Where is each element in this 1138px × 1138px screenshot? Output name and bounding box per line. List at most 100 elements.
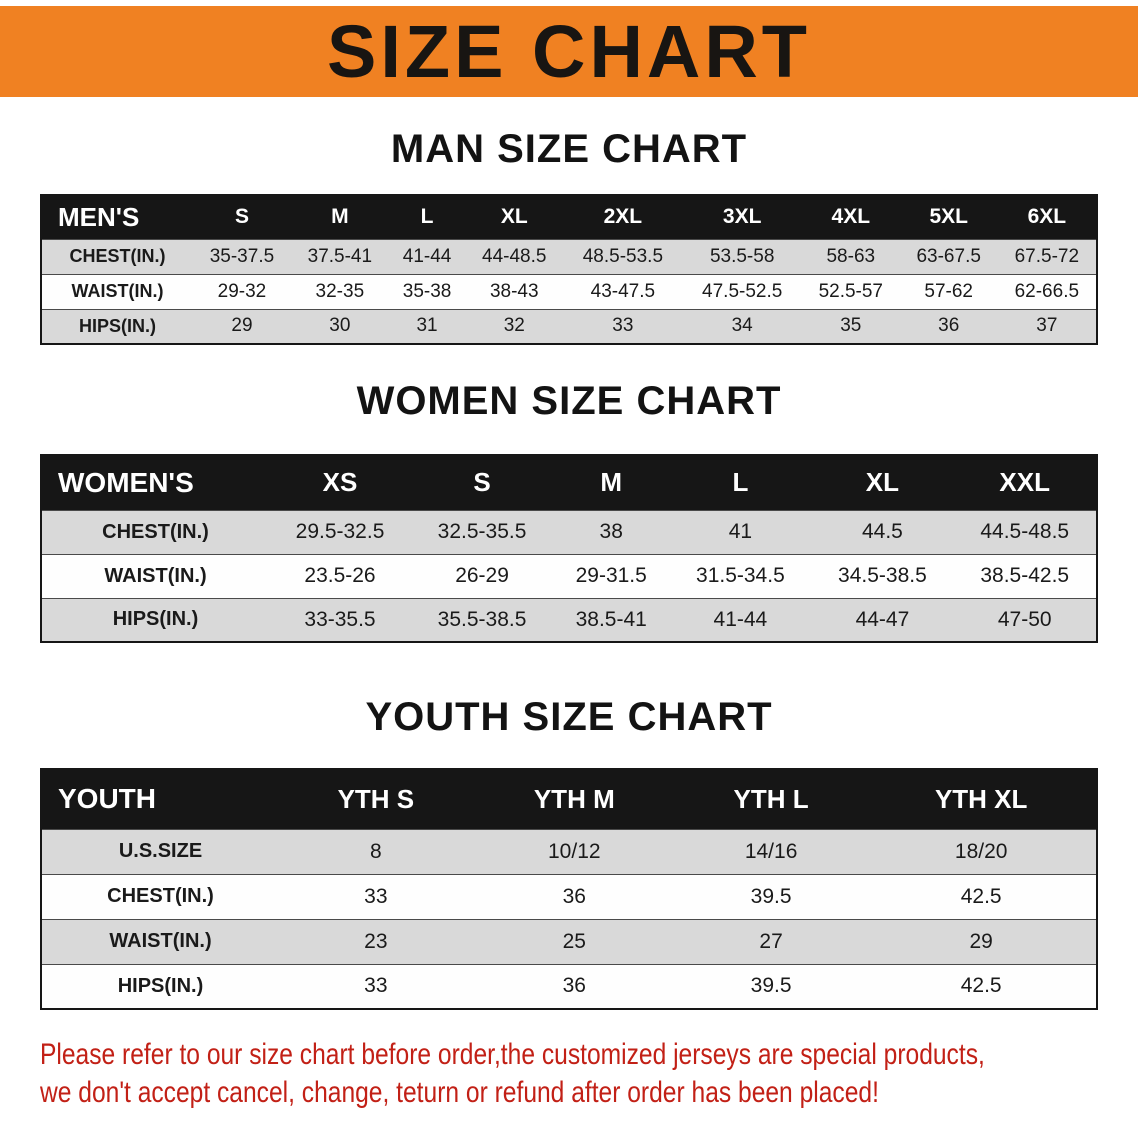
size-cell: 32.5-35.5 bbox=[411, 509, 554, 554]
size-cell: 41 bbox=[669, 509, 812, 554]
size-cell: 36 bbox=[472, 963, 676, 1009]
size-column-header: 5XL bbox=[899, 195, 998, 239]
size-cell: 29-32 bbox=[193, 273, 291, 309]
row-label: HIPS(IN.) bbox=[41, 963, 279, 1009]
size-cell: 44.5 bbox=[811, 509, 954, 554]
size-cell: 34 bbox=[682, 308, 802, 344]
youth-size-table-container: YOUTH YTH S YTH M YTH L YTH XL U.S.SIZE 8 10/12… bbox=[0, 768, 1138, 1010]
size-column-header: S bbox=[193, 195, 291, 239]
size-cell: 36 bbox=[472, 873, 676, 919]
size-cell: 29 bbox=[193, 308, 291, 344]
size-column-header: 6XL bbox=[997, 195, 1097, 239]
banner: SIZE CHART bbox=[0, 6, 1138, 97]
table-row: WAIST(IN.) 29-32 32-35 35-38 38-43 43-47.5 47.… bbox=[41, 273, 1097, 309]
men-section-heading: MAN SIZE CHART bbox=[390, 127, 748, 171]
size-cell: 53.5-58 bbox=[682, 238, 802, 274]
size-cell: 39.5 bbox=[675, 873, 867, 919]
size-cell: 63-67.5 bbox=[899, 238, 998, 274]
table-row: CHEST(IN.) 29.5-32.5 32.5-35.5 38 41 44.5 44.5… bbox=[41, 509, 1097, 554]
size-cell: 58-63 bbox=[801, 238, 900, 274]
size-cell: 32-35 bbox=[290, 273, 389, 309]
size-cell: 33 bbox=[563, 308, 683, 344]
row-label: WAIST(IN.) bbox=[41, 273, 193, 309]
size-cell: 57-62 bbox=[899, 273, 998, 309]
size-cell: 18/20 bbox=[866, 828, 1097, 874]
row-label: HIPS(IN.) bbox=[41, 308, 193, 344]
table-row: WAIST(IN.) 23 25 27 29 bbox=[41, 918, 1097, 964]
size-cell: 67.5-72 bbox=[997, 238, 1097, 274]
size-cell: 44-47 bbox=[811, 597, 954, 642]
size-cell: 44.5-48.5 bbox=[953, 509, 1097, 554]
size-cell: 43-47.5 bbox=[563, 273, 683, 309]
size-cell: 47-50 bbox=[953, 597, 1097, 642]
men-size-table: MEN'S S M L XL 2XL 3XL 4XL 5XL 6XL CHEST(IN.) 35-37… bbox=[40, 194, 1098, 345]
size-cell: 41-44 bbox=[669, 597, 812, 642]
row-label: HIPS(IN.) bbox=[41, 597, 269, 642]
size-cell: 35.5-38.5 bbox=[411, 597, 554, 642]
size-column-header: YTH L bbox=[675, 769, 867, 829]
row-label: U.S.SIZE bbox=[41, 828, 279, 874]
size-cell: 42.5 bbox=[866, 963, 1097, 1009]
table-row: CHEST(IN.) 35-37.5 37.5-41 41-44 44-48.5 48.5… bbox=[41, 238, 1097, 274]
size-cell: 42.5 bbox=[866, 873, 1097, 919]
size-column-header: M bbox=[553, 455, 670, 510]
size-cell: 38.5-42.5 bbox=[953, 553, 1097, 598]
size-cell: 35-37.5 bbox=[193, 238, 291, 274]
men-size-table-container: MEN'S S M L XL 2XL 3XL 4XL 5XL 6XL CHEST(IN.) 35-37… bbox=[0, 194, 1138, 345]
size-column-header: 3XL bbox=[682, 195, 802, 239]
size-cell: 10/12 bbox=[472, 828, 676, 874]
size-cell: 26-29 bbox=[411, 553, 554, 598]
table-row: U.S.SIZE 8 10/12 14/16 18/20 bbox=[41, 828, 1097, 874]
size-cell: 33-35.5 bbox=[269, 597, 412, 642]
size-cell: 29-31.5 bbox=[553, 553, 670, 598]
size-column-header: YTH M bbox=[472, 769, 676, 829]
size-cell: 37.5-41 bbox=[290, 238, 389, 274]
table-row: CHEST(IN.) 33 36 39.5 42.5 bbox=[41, 873, 1097, 919]
youth-table-label: YOUTH bbox=[41, 769, 279, 829]
size-cell: 30 bbox=[290, 308, 389, 344]
size-column-header: 2XL bbox=[563, 195, 683, 239]
table-row: HIPS(IN.) 33 36 39.5 42.5 bbox=[41, 963, 1097, 1009]
size-column-header: XL bbox=[811, 455, 954, 510]
size-cell: 48.5-53.5 bbox=[563, 238, 683, 274]
size-cell: 38.5-41 bbox=[553, 597, 670, 642]
size-cell: 23 bbox=[279, 918, 473, 964]
size-cell: 8 bbox=[279, 828, 473, 874]
table-header-row: YOUTH YTH S YTH M YTH L YTH XL bbox=[41, 769, 1097, 829]
size-cell: 33 bbox=[279, 963, 473, 1009]
row-label: CHEST(IN.) bbox=[41, 509, 269, 554]
table-row: HIPS(IN.) 29 30 31 32 33 34 35 36 37 bbox=[41, 308, 1097, 344]
size-cell: 35 bbox=[801, 308, 900, 344]
table-header-row: WOMEN'S XS S M L XL XXL bbox=[41, 455, 1097, 510]
size-column-header: YTH XL bbox=[866, 769, 1097, 829]
youth-size-table: YOUTH YTH S YTH M YTH L YTH XL U.S.SIZE 8 10/12… bbox=[40, 768, 1098, 1010]
size-column-header: L bbox=[388, 195, 466, 239]
row-label: WAIST(IN.) bbox=[41, 918, 279, 964]
size-column-header: S bbox=[411, 455, 554, 510]
youth-section-heading: YOUTH SIZE CHART bbox=[365, 695, 773, 739]
size-cell: 35-38 bbox=[388, 273, 466, 309]
size-cell: 39.5 bbox=[675, 963, 867, 1009]
size-cell: 23.5-26 bbox=[269, 553, 412, 598]
size-column-header: XXL bbox=[953, 455, 1097, 510]
size-cell: 25 bbox=[472, 918, 676, 964]
row-label: CHEST(IN.) bbox=[41, 873, 279, 919]
size-cell: 31 bbox=[388, 308, 466, 344]
size-cell: 29.5-32.5 bbox=[269, 509, 412, 554]
size-cell: 29 bbox=[866, 918, 1097, 964]
disclaimer-line-1: Please refer to our size chart before or… bbox=[40, 1038, 985, 1071]
size-cell: 47.5-52.5 bbox=[682, 273, 802, 309]
size-cell: 41-44 bbox=[388, 238, 466, 274]
size-column-header: 4XL bbox=[801, 195, 900, 239]
size-cell: 34.5-38.5 bbox=[811, 553, 954, 598]
women-table-label: WOMEN'S bbox=[41, 455, 269, 510]
table-row: WAIST(IN.) 23.5-26 26-29 29-31.5 31.5-34.5 34… bbox=[41, 553, 1097, 598]
women-section-heading: WOMEN SIZE CHART bbox=[356, 379, 782, 423]
size-cell: 62-66.5 bbox=[997, 273, 1097, 309]
row-label: CHEST(IN.) bbox=[41, 238, 193, 274]
size-cell: 38-43 bbox=[465, 273, 564, 309]
women-size-table: WOMEN'S XS S M L XL XXL CHEST(IN.) 29.5-32.5 32.5… bbox=[40, 454, 1098, 643]
size-cell: 36 bbox=[899, 308, 998, 344]
disclaimer: Please refer to our size chart before or… bbox=[40, 1036, 1138, 1112]
women-size-table-container: WOMEN'S XS S M L XL XXL CHEST(IN.) 29.5-32.5 32.5… bbox=[0, 454, 1138, 643]
